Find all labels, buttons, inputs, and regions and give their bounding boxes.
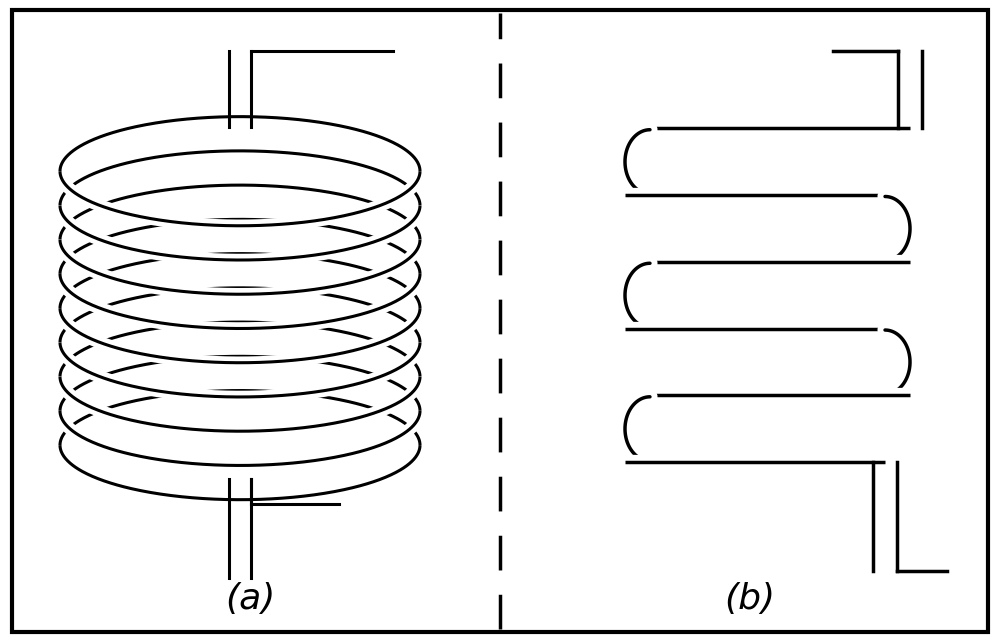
Text: (b): (b) — [724, 582, 776, 616]
Text: (a): (a) — [225, 582, 275, 616]
